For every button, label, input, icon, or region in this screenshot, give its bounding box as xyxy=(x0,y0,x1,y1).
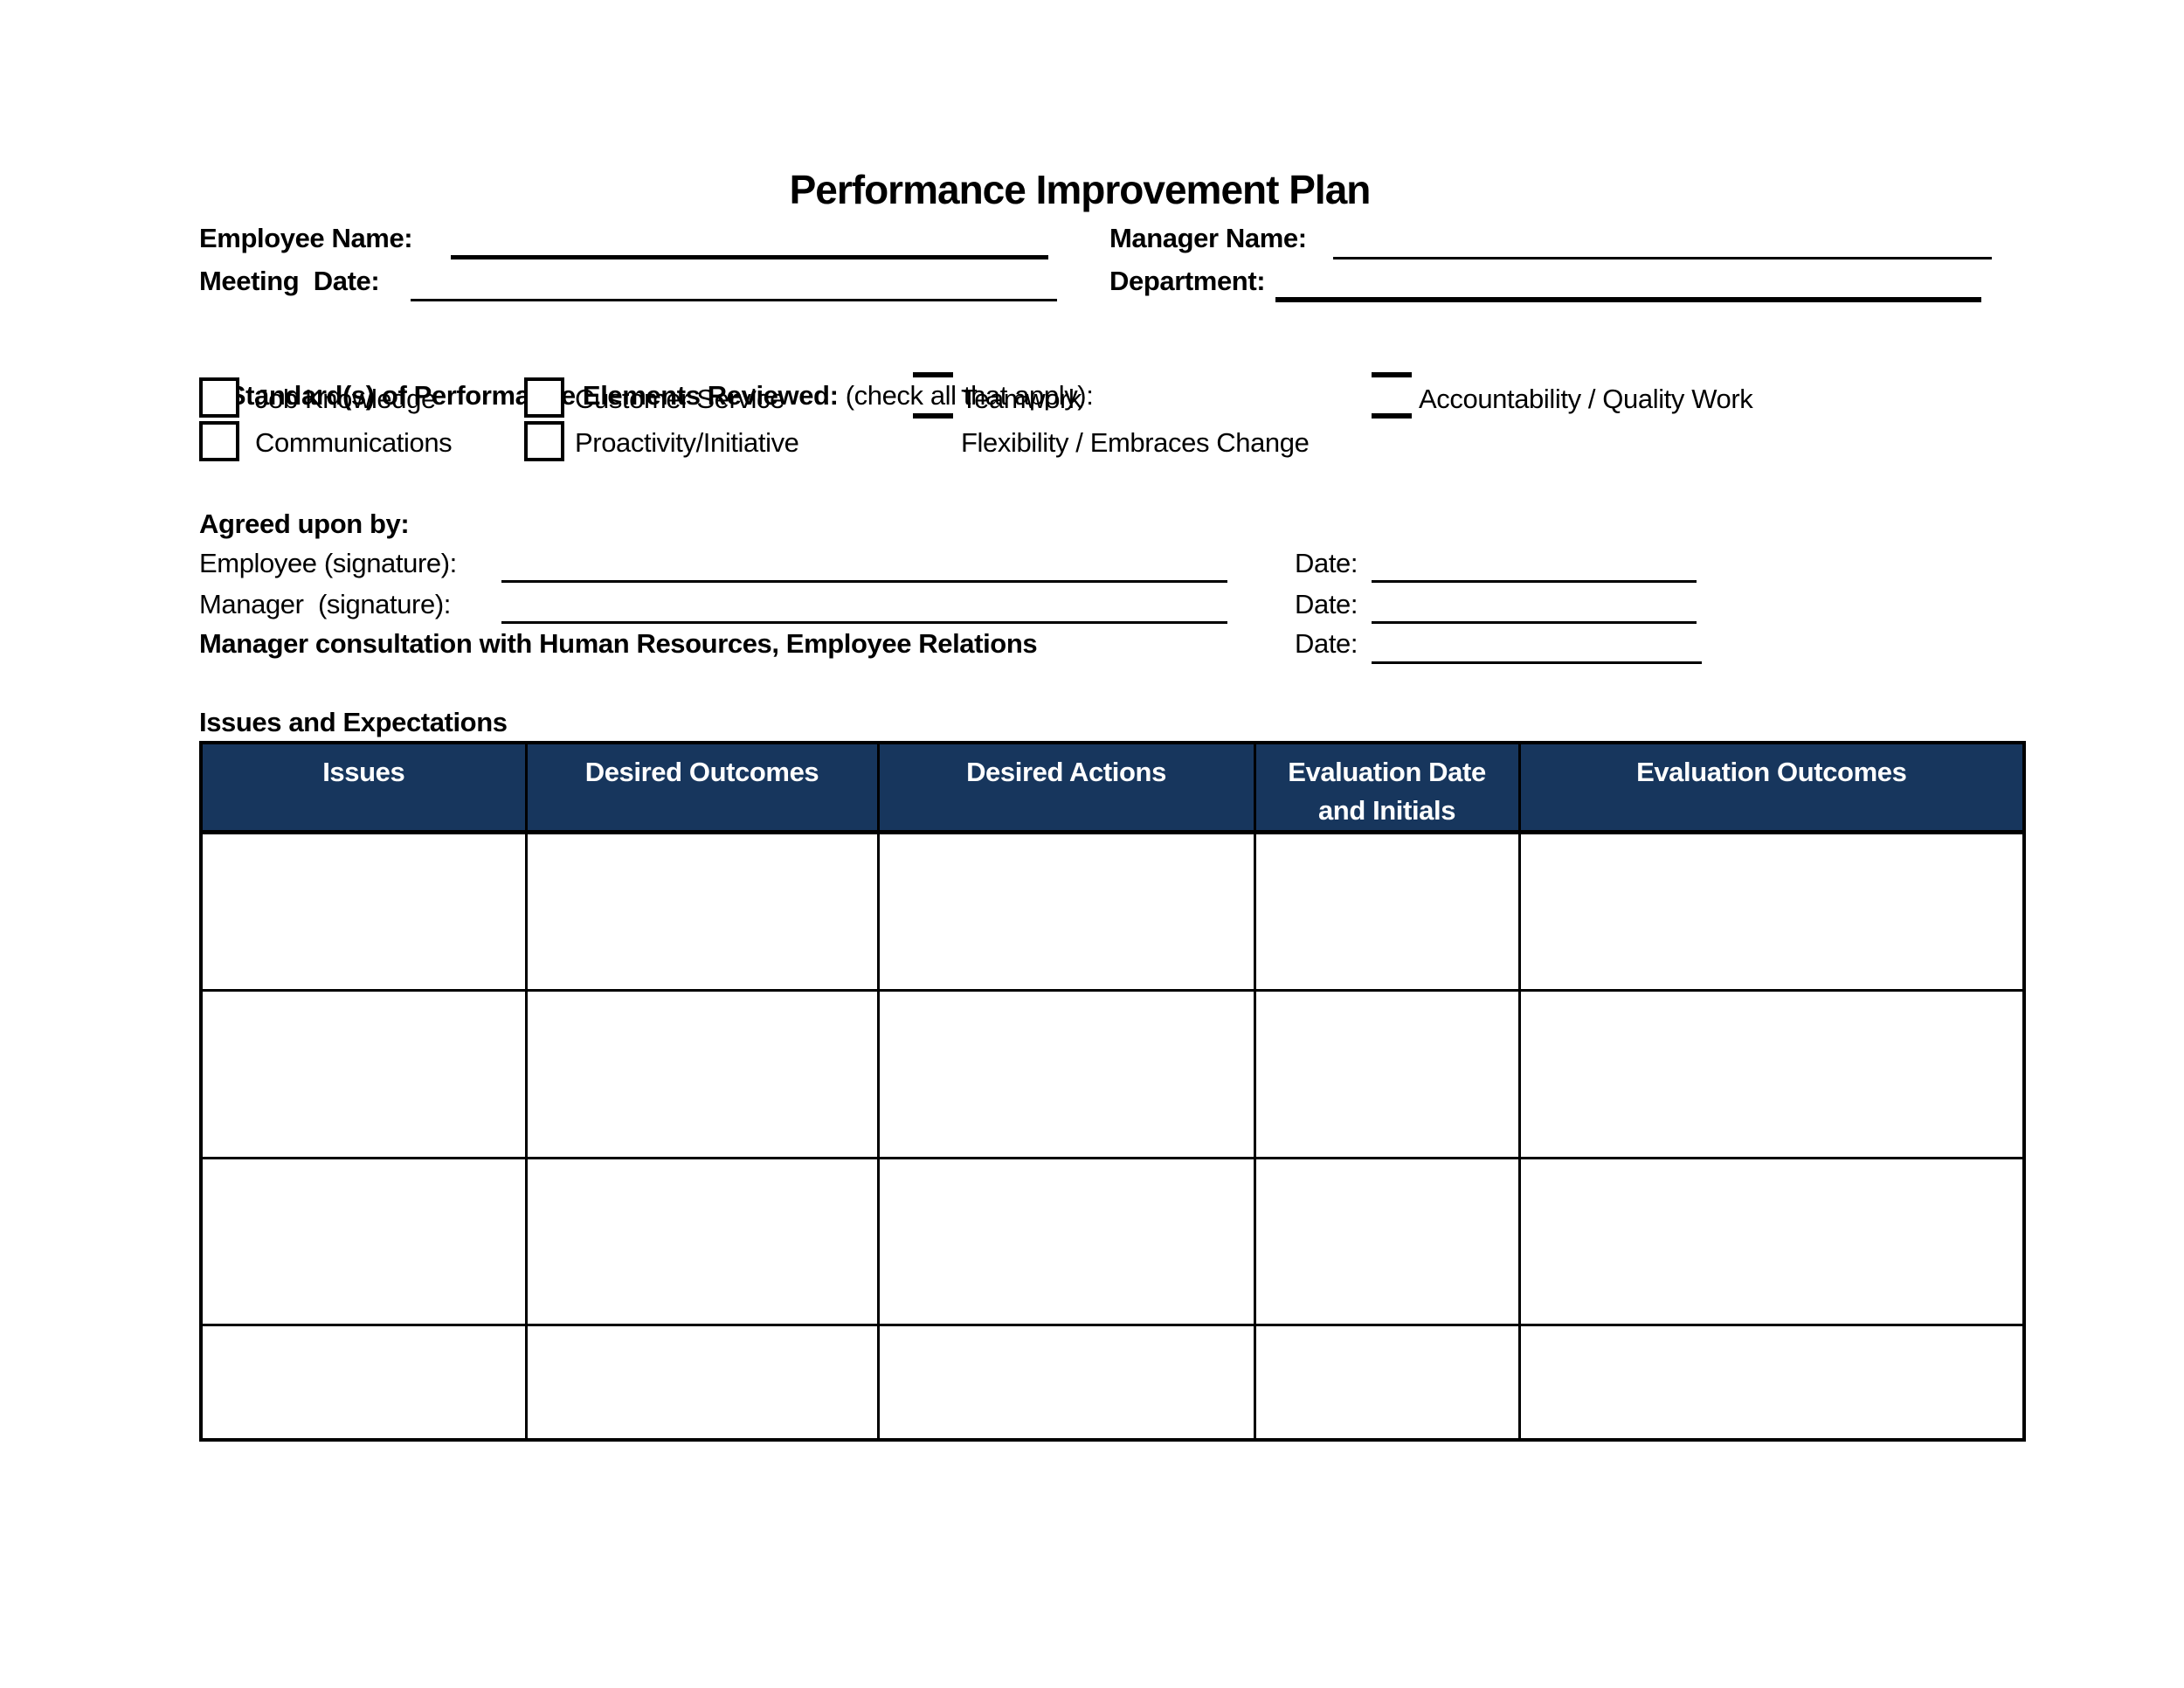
date-label: Date: xyxy=(1295,628,1358,659)
table-cell[interactable] xyxy=(1253,1157,1521,1326)
table-cell[interactable] xyxy=(1517,1324,2026,1441)
manager-name-label: Manager Name: xyxy=(1109,223,1307,253)
table-cell[interactable] xyxy=(876,1324,1256,1441)
table-cell[interactable] xyxy=(524,1157,880,1326)
checkbox-communications[interactable] xyxy=(199,421,239,461)
standard-item-label: Proactivity/Initiative xyxy=(575,427,799,458)
table-cell[interactable] xyxy=(1253,989,1521,1159)
table-cell[interactable] xyxy=(199,989,528,1159)
table-cell[interactable] xyxy=(524,989,880,1159)
blank-mark-teamwork-bottom[interactable] xyxy=(913,413,953,419)
table-row xyxy=(199,1157,2026,1326)
department-label: Department: xyxy=(1109,266,1266,296)
issues-table-heading: Issues and Expectations xyxy=(199,707,508,737)
table-cell[interactable] xyxy=(876,1157,1256,1326)
table-row xyxy=(199,831,2026,992)
employee-signature-label: Employee (signature): xyxy=(199,548,457,578)
table-cell[interactable] xyxy=(199,1324,528,1441)
table-cell[interactable] xyxy=(1517,1157,2026,1326)
standards-heading-note: (check all that apply): xyxy=(838,380,1094,411)
standard-item-label: Teamwork xyxy=(961,384,1082,414)
column-header-desired-actions: Desired Actions xyxy=(876,741,1256,834)
column-header-evaluation-outcomes: Evaluation Outcomes xyxy=(1517,741,2026,834)
table-cell[interactable] xyxy=(524,831,880,992)
standard-item-label: Customer Service xyxy=(575,384,784,414)
date-label: Date: xyxy=(1295,548,1358,578)
page-title: Performance Improvement Plan xyxy=(789,167,1372,212)
manager-signature-label: Manager (signature): xyxy=(199,589,451,619)
date-label: Date: xyxy=(1295,589,1358,619)
manager-name-line[interactable] xyxy=(1333,257,1992,259)
column-header-issues: Issues xyxy=(199,741,528,834)
column-header-evaluation-date: Evaluation Date and Initials xyxy=(1253,741,1521,834)
employee-date-line[interactable] xyxy=(1372,580,1697,583)
checkbox-job-knowledge[interactable] xyxy=(199,377,239,418)
column-header-desired-outcomes: Desired Outcomes xyxy=(524,741,880,834)
standard-item-label: Accountability / Quality Work xyxy=(1419,384,1753,414)
table-cell[interactable] xyxy=(524,1324,880,1441)
blank-mark-teamwork-top[interactable] xyxy=(913,372,953,377)
blank-mark-accountability-top[interactable] xyxy=(1372,372,1412,377)
table-header-row: Issues Desired Outcomes Desired Actions … xyxy=(199,741,2026,834)
table-cell[interactable] xyxy=(199,1157,528,1326)
table-row xyxy=(199,1324,2026,1441)
standard-item-label: Communications xyxy=(255,427,453,458)
meeting-date-label: Meeting Date: xyxy=(199,266,380,296)
checkbox-customer-service[interactable] xyxy=(524,377,564,418)
standard-item-label: Job Knowledge xyxy=(255,384,436,414)
blank-mark-accountability-bottom[interactable] xyxy=(1372,413,1412,419)
standards-heading: Standard(s) of Performance Elements Revi… xyxy=(199,346,1094,446)
table-cell[interactable] xyxy=(876,831,1256,992)
manager-date-line[interactable] xyxy=(1372,621,1697,624)
employee-signature-line[interactable] xyxy=(501,580,1227,583)
table-cell[interactable] xyxy=(1253,831,1521,992)
table-cell[interactable] xyxy=(1253,1324,1521,1441)
table-cell[interactable] xyxy=(1517,989,2026,1159)
employee-name-line[interactable] xyxy=(451,255,1048,259)
agreement-heading: Agreed upon by: xyxy=(199,508,410,539)
manager-signature-line[interactable] xyxy=(501,621,1227,624)
issues-table: Issues Desired Outcomes Desired Actions … xyxy=(199,741,2026,1442)
consultation-date-line[interactable] xyxy=(1372,661,1702,664)
table-row xyxy=(199,989,2026,1159)
table-cell[interactable] xyxy=(1517,831,2026,992)
meeting-date-line[interactable] xyxy=(411,299,1057,301)
standard-item-label: Flexibility / Embraces Change xyxy=(961,427,1310,458)
employee-name-label: Employee Name: xyxy=(199,223,413,253)
table-cell[interactable] xyxy=(876,989,1256,1159)
checkbox-proactivity[interactable] xyxy=(524,421,564,461)
department-line[interactable] xyxy=(1275,297,1981,302)
table-cell[interactable] xyxy=(199,831,528,992)
consultation-label: Manager consultation with Human Resource… xyxy=(199,628,1038,659)
